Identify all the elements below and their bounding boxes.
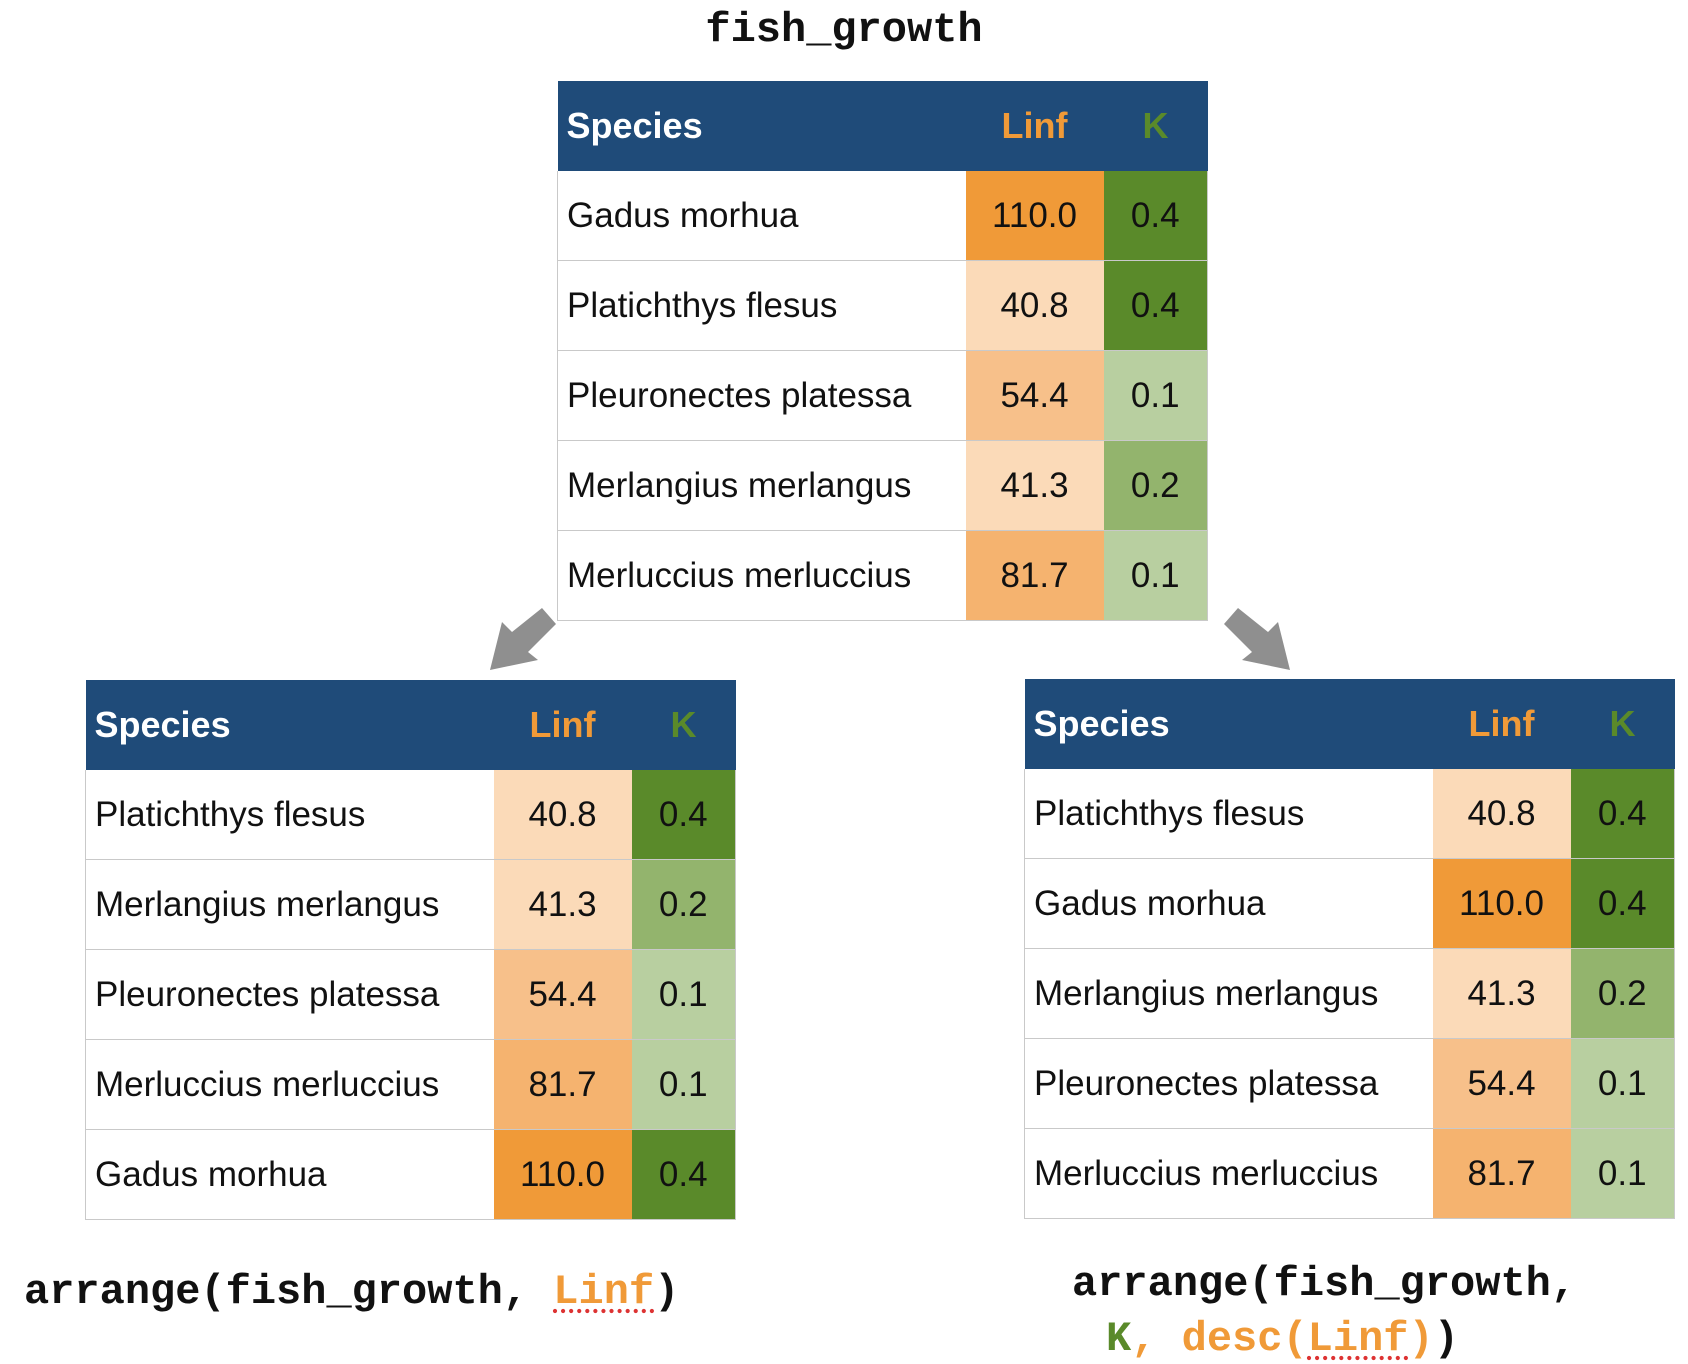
k-cell: 0.4 <box>1570 769 1675 859</box>
species-cell: Gadus morhua <box>557 171 966 261</box>
k-header: K <box>631 680 736 770</box>
code-suffix: ) <box>654 1268 680 1316</box>
table-row: Platichthys flesus 40.8 0.4 <box>1024 769 1675 859</box>
code-linf-arg: Linf <box>1307 1315 1409 1363</box>
k-cell: 0.1 <box>631 949 736 1040</box>
linf-cell: 110.0 <box>965 171 1104 261</box>
k-header: K <box>1570 679 1675 769</box>
k-cell: 0.1 <box>1570 1128 1675 1219</box>
species-cell: Merluccius merluccius <box>85 1039 494 1130</box>
right-code-caption-line2: K, desc(Linf)) <box>1106 1315 1459 1363</box>
linf-cell: 41.3 <box>1432 948 1571 1039</box>
species-header: Species <box>557 81 966 171</box>
linf-cell: 41.3 <box>493 859 632 950</box>
species-cell: Merlangius merlangus <box>85 859 494 950</box>
code-desc-close: ) <box>1408 1315 1434 1363</box>
table-row: Merlangius merlangus 41.3 0.2 <box>557 440 1208 531</box>
code-close: ) <box>1433 1315 1459 1363</box>
table-row: Pleuronectes platessa 54.4 0.1 <box>1024 1038 1675 1129</box>
linf-header: Linf <box>493 680 632 770</box>
species-cell: Platichthys flesus <box>557 260 966 351</box>
table-row: Pleuronectes platessa 54.4 0.1 <box>557 350 1208 441</box>
linf-cell: 40.8 <box>965 260 1104 351</box>
code-comma: , <box>1131 1315 1182 1363</box>
linf-cell: 54.4 <box>1432 1038 1571 1129</box>
table-row: Gadus morhua 110.0 0.4 <box>85 1129 736 1220</box>
species-cell: Merlangius merlangus <box>1024 948 1433 1039</box>
arrow-down-right-icon <box>1224 608 1290 670</box>
table-row: Platichthys flesus 40.8 0.4 <box>557 260 1208 351</box>
table-row: Merlangius merlangus 41.3 0.2 <box>1024 948 1675 1039</box>
k-cell: 0.4 <box>1103 260 1208 351</box>
right-code-caption-line1: arrange(fish_growth, <box>1072 1260 1576 1308</box>
linf-cell: 110.0 <box>1432 858 1571 949</box>
left-code-caption: arrange(fish_growth, Linf) <box>24 1268 679 1316</box>
species-cell: Gadus morhua <box>85 1129 494 1220</box>
species-cell: Platichthys flesus <box>1024 769 1433 859</box>
code-line1: arrange(fish_growth, <box>1072 1260 1577 1308</box>
k-cell: 0.1 <box>631 1039 736 1130</box>
code-prefix: arrange(fish_growth, <box>24 1268 554 1316</box>
linf-cell: 54.4 <box>965 350 1104 441</box>
code-k-arg: K <box>1106 1315 1132 1363</box>
dataset-title: fish_growth <box>705 6 983 54</box>
linf-header: Linf <box>965 81 1104 171</box>
species-cell: Merluccius merluccius <box>557 530 966 621</box>
linf-cell: 41.3 <box>965 440 1104 531</box>
table-row: Platichthys flesus 40.8 0.4 <box>85 770 736 860</box>
k-cell: 0.2 <box>1570 948 1675 1039</box>
species-cell: Merluccius merluccius <box>1024 1128 1433 1219</box>
linf-cell: 54.4 <box>493 949 632 1040</box>
k-cell: 0.4 <box>1103 171 1208 261</box>
species-cell: Pleuronectes platessa <box>1024 1038 1433 1129</box>
k-cell: 0.1 <box>1570 1038 1675 1129</box>
k-cell: 0.1 <box>1103 530 1208 621</box>
linf-cell: 40.8 <box>1432 769 1571 859</box>
k-cell: 0.4 <box>631 770 736 860</box>
species-cell: Gadus morhua <box>1024 858 1433 949</box>
k-cell: 0.4 <box>631 1129 736 1220</box>
header-row: Species Linf K <box>85 680 736 770</box>
species-cell: Pleuronectes platessa <box>557 350 966 441</box>
arranged-by-linf-table: Species Linf K Platichthys flesus 40.8 0.4… <box>85 680 736 1220</box>
header-row: Species Linf K <box>557 81 1208 171</box>
code-desc-open: desc( <box>1181 1315 1308 1363</box>
arrow-down-left-icon <box>490 608 556 670</box>
species-header: Species <box>1024 679 1433 769</box>
linf-header: Linf <box>1432 679 1571 769</box>
species-cell: Merlangius merlangus <box>557 440 966 531</box>
table-row: Merluccius merluccius 81.7 0.1 <box>557 530 1208 621</box>
arranged-by-k-desc-linf-table: Species Linf K Platichthys flesus 40.8 0.4… <box>1024 679 1675 1219</box>
table-row: Gadus morhua 110.0 0.4 <box>557 171 1208 261</box>
table-row: Merlangius merlangus 41.3 0.2 <box>85 859 736 950</box>
k-cell: 0.2 <box>631 859 736 950</box>
k-header: K <box>1103 81 1208 171</box>
k-cell: 0.2 <box>1103 440 1208 531</box>
linf-cell: 110.0 <box>493 1129 632 1220</box>
original-table: Species Linf K Gadus morhua 110.0 0.4 Plati… <box>557 81 1208 621</box>
species-cell: Pleuronectes platessa <box>85 949 494 1040</box>
table-row: Pleuronectes platessa 54.4 0.1 <box>85 949 736 1040</box>
linf-cell: 40.8 <box>493 770 632 860</box>
species-cell: Platichthys flesus <box>85 770 494 860</box>
header-row: Species Linf K <box>1024 679 1675 769</box>
table-row: Gadus morhua 110.0 0.4 <box>1024 858 1675 949</box>
code-linf-arg: Linf <box>553 1268 655 1316</box>
k-cell: 0.1 <box>1103 350 1208 441</box>
species-header: Species <box>85 680 494 770</box>
linf-cell: 81.7 <box>1432 1128 1571 1219</box>
table-row: Merluccius merluccius 81.7 0.1 <box>1024 1128 1675 1219</box>
linf-cell: 81.7 <box>965 530 1104 621</box>
k-cell: 0.4 <box>1570 858 1675 949</box>
table-row: Merluccius merluccius 81.7 0.1 <box>85 1039 736 1130</box>
linf-cell: 81.7 <box>493 1039 632 1130</box>
